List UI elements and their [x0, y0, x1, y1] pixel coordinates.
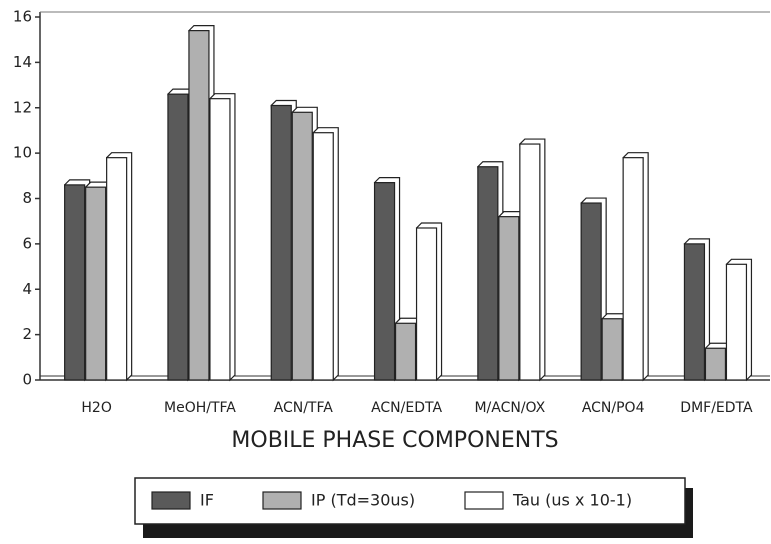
y-tick-label: 4 [22, 280, 32, 298]
bar [477, 166, 499, 381]
legend-swatch [464, 491, 504, 510]
x-tick-label: H2O [81, 400, 111, 416]
bar [622, 157, 644, 381]
bar [580, 202, 602, 381]
bar [188, 30, 210, 381]
y-tick-label: 2 [22, 325, 32, 343]
bar [601, 318, 623, 381]
bar [106, 157, 128, 381]
x-tick-label: M/ACN/OX [474, 400, 545, 416]
x-tick-label: MeOH/TFA [164, 400, 236, 416]
bar [291, 111, 313, 381]
y-tick-label: 12 [13, 98, 32, 116]
bar [519, 143, 541, 381]
legend-label: Tau (us x 10-1) [512, 491, 632, 510]
bar [270, 104, 292, 381]
legend-swatch [151, 491, 191, 510]
x-tick-label: DMF/EDTA [680, 400, 753, 416]
bar [498, 216, 520, 381]
x-tick-label: ACN/PO4 [582, 400, 645, 416]
y-tick-label: 0 [22, 371, 32, 389]
bar [725, 263, 748, 381]
bar [683, 243, 706, 381]
bar [415, 227, 438, 381]
bar [209, 98, 231, 381]
x-axis-title: MOBILE PHASE COMPONENTS [231, 428, 558, 453]
legend-swatch [262, 491, 302, 510]
x-tick-label: ACN/TFA [274, 400, 334, 416]
bar [64, 184, 86, 381]
bar [394, 322, 417, 381]
y-tick-label: 16 [13, 8, 32, 26]
legend-label: IF [200, 491, 214, 510]
y-tick-label: 6 [22, 234, 32, 252]
bar [85, 186, 107, 381]
x-tick-label: ACN/EDTA [371, 400, 442, 416]
y-tick-label: 8 [22, 189, 32, 207]
bar [704, 347, 727, 381]
bar [373, 182, 396, 381]
bar [167, 93, 189, 381]
y-tick-label: 14 [13, 53, 32, 71]
legend-label: IP (Td=30us) [311, 491, 415, 510]
legend [134, 477, 686, 525]
y-tick-label: 10 [13, 144, 32, 162]
bar [312, 132, 334, 381]
